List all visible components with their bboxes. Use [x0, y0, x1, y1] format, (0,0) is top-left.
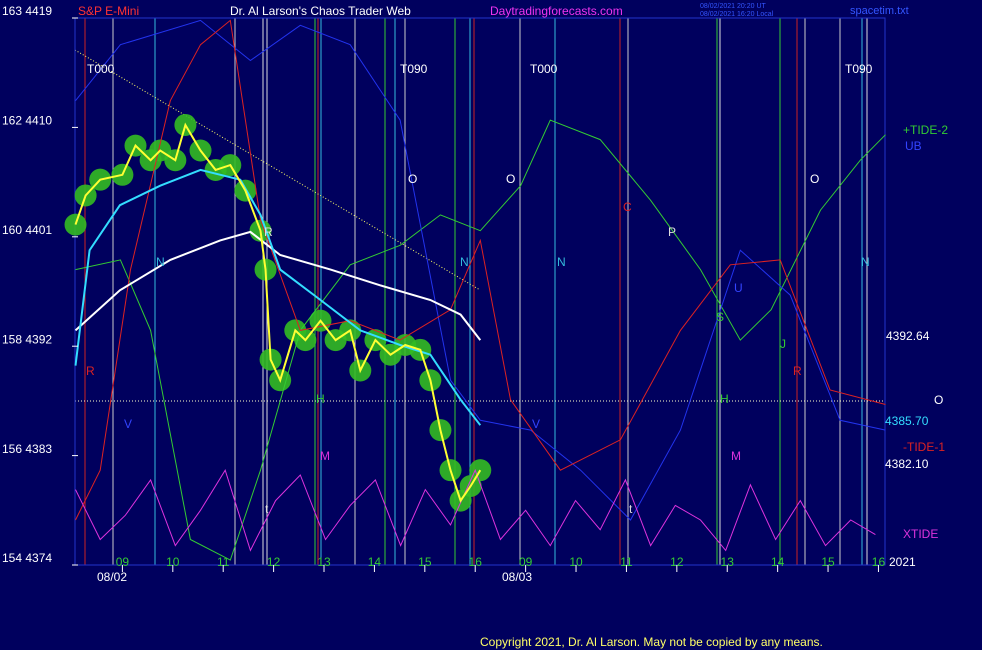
x-tick-label: 15 — [821, 555, 835, 569]
legend-label: UB — [905, 139, 922, 153]
copyright: Copyright 2021, Dr. Al Larson. May not b… — [480, 635, 823, 649]
date-label: 08/02 — [97, 570, 127, 584]
x-tick-label: 09 — [116, 555, 130, 569]
annotation: t — [629, 502, 633, 516]
price-bubble — [64, 213, 87, 236]
trend-line — [74, 49, 481, 291]
price-label: 4382.10 — [885, 457, 929, 471]
price-label: 4392.64 — [886, 329, 930, 343]
annotation: N — [861, 255, 870, 269]
x-tick-label: 10 — [166, 555, 180, 569]
annotation: H — [720, 392, 729, 406]
legend-label: XTIDE — [903, 527, 938, 541]
instrument: S&P E-Mini — [78, 4, 139, 18]
annotation: P — [668, 225, 676, 239]
timestamp: 08/02/2021 16:20 Local — [700, 11, 774, 18]
series-line — [75, 19, 886, 521]
file-name: spacetim.txt — [850, 5, 909, 17]
x-tick-label: 09 — [519, 555, 533, 569]
annotation: O — [506, 172, 515, 186]
annotation: T000 — [530, 62, 558, 76]
annotation: V — [124, 417, 132, 431]
x-tick-label: 11 — [217, 555, 230, 569]
annotation: M — [320, 449, 330, 463]
x-tick-label: 11 — [620, 555, 633, 569]
series-line — [75, 468, 876, 552]
annotation: C — [623, 200, 632, 214]
series-line — [75, 19, 886, 521]
price-label: O — [934, 393, 943, 407]
annotation: O — [408, 172, 417, 186]
plot — [64, 19, 886, 561]
series-line — [74, 230, 482, 341]
annotation: T090 — [845, 62, 873, 76]
site: Daytradingforecasts.com — [490, 4, 623, 18]
annotation: T000 — [87, 62, 115, 76]
annotation: t — [265, 502, 269, 516]
annotation: T090 — [400, 62, 428, 76]
x-tick-label: 15 — [418, 555, 432, 569]
annotation: H — [316, 392, 325, 406]
x-tick-label: 16 — [872, 555, 886, 569]
annotation: R — [793, 364, 802, 378]
chart-title: Dr. Al Larson's Chaos Trader Web — [230, 4, 411, 18]
annotation: S — [716, 310, 724, 324]
date-label: 08/03 — [502, 570, 532, 584]
y-tick-label: 158 4392 — [2, 332, 52, 346]
annotation: V — [532, 417, 540, 431]
price-label: 4385.70 — [885, 414, 929, 428]
x-tick-label: 12 — [670, 555, 684, 569]
y-tick-label: 154 4374 — [2, 551, 52, 565]
series-line — [74, 122, 482, 503]
x-tick-label: 10 — [569, 555, 583, 569]
x-tick-label: 14 — [771, 555, 785, 569]
annotation: R — [86, 364, 95, 378]
legend-label: -TIDE-1 — [903, 440, 945, 454]
x-tick-label: 13 — [721, 555, 735, 569]
series-line — [74, 168, 482, 426]
legend-label: +TIDE-2 — [903, 123, 948, 137]
annotation: J — [780, 337, 786, 351]
plot-frame — [74, 17, 886, 566]
annotation: N — [156, 255, 165, 269]
x-tick-label: 16 — [469, 555, 483, 569]
annotation: R — [264, 225, 273, 239]
x-tick-label: 14 — [368, 555, 382, 569]
annotations: T000 T090 T000 T090 R N V R H M t O O N … — [86, 62, 873, 516]
timestamp: 08/02/2021 20:20 UT — [700, 3, 766, 10]
annotation: M — [731, 449, 741, 463]
annotation: O — [810, 172, 819, 186]
x-tick-label: 12 — [267, 555, 281, 569]
annotation: N — [557, 255, 566, 269]
y-tick-label: 163 4419 — [2, 4, 52, 18]
x-tick-label: 13 — [317, 555, 331, 569]
annotation: U — [734, 281, 743, 295]
annotation: N — [460, 255, 469, 269]
series-line — [75, 119, 886, 561]
y-tick-label: 162 4410 — [2, 114, 52, 128]
y-tick-label: 160 4401 — [2, 223, 52, 237]
y-tick-label: 156 4383 — [2, 442, 52, 456]
year: 2021 — [889, 555, 916, 569]
